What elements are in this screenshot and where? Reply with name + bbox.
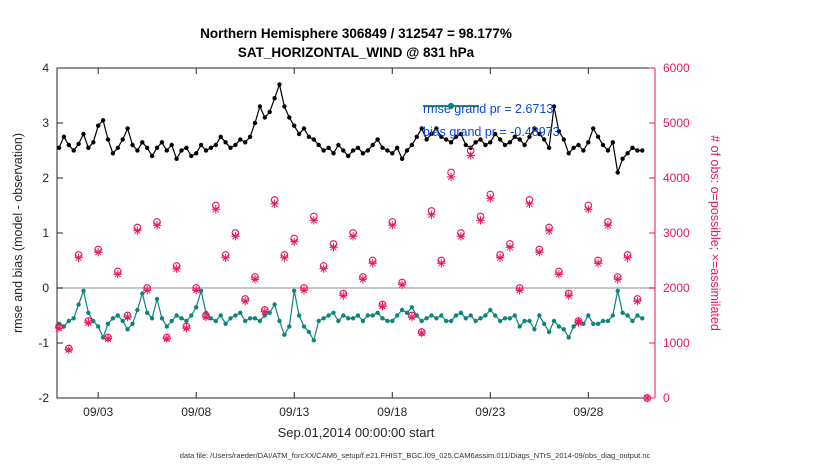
obs-assimilated-markers — [54, 151, 652, 403]
left-tick-label: 3 — [42, 116, 49, 130]
bias-legend-label: bias grand pr = -0.48973 — [423, 125, 560, 139]
left-axis-ticks: 4 3 2 1 0 -1 -2 — [38, 61, 63, 405]
x-tick-label: 09/08 — [181, 405, 211, 419]
right-tick-label: 5000 — [663, 116, 690, 130]
bias-series — [56, 288, 645, 343]
left-tick-label: -2 — [38, 391, 49, 405]
right-tick-label: 2000 — [663, 281, 690, 295]
left-tick-label: -1 — [38, 336, 49, 350]
x-axis-ticks: 09/03 09/08 09/13 09/18 09/23 09/28 — [83, 68, 604, 419]
legend: rmse grand pr = 2.6713 bias grand pr = -… — [423, 100, 560, 141]
data-file-caption: data file: /Users/raeder/DAI/ATM_forcXX/… — [179, 451, 651, 460]
x-axis-label: Sep.01,2014 00:00:00 start — [277, 425, 435, 440]
chart-title: Northern Hemisphere 306849 / 312547 = 98… — [200, 26, 512, 41]
left-axis-label: rmse and bias (model - observation) — [11, 132, 25, 334]
right-axis-label: # of obs: o=possible; ×=assimilated — [708, 135, 722, 331]
left-tick-label: 2 — [42, 171, 49, 185]
bias-legend-marker — [423, 103, 479, 109]
rmse-series — [56, 82, 645, 175]
x-tick-label: 09/23 — [475, 405, 505, 419]
right-tick-label: 1000 — [663, 336, 690, 350]
x-tick-label: 09/28 — [573, 405, 603, 419]
right-tick-label: 6000 — [663, 61, 690, 75]
left-tick-label: 4 — [42, 61, 49, 75]
left-tick-label: 1 — [42, 226, 49, 240]
right-tick-label: 0 — [663, 391, 670, 405]
right-tick-label: 3000 — [663, 226, 690, 240]
chart-subtitle: SAT_HORIZONTAL_WIND @ 831 hPa — [237, 45, 475, 60]
x-tick-label: 09/13 — [279, 405, 309, 419]
x-tick-label: 09/03 — [83, 405, 113, 419]
left-tick-label: 0 — [42, 281, 49, 295]
legend-item-bias: bias grand pr = -0.48973 — [423, 103, 560, 141]
right-tick-label: 4000 — [663, 171, 690, 185]
x-tick-label: 09/18 — [377, 405, 407, 419]
